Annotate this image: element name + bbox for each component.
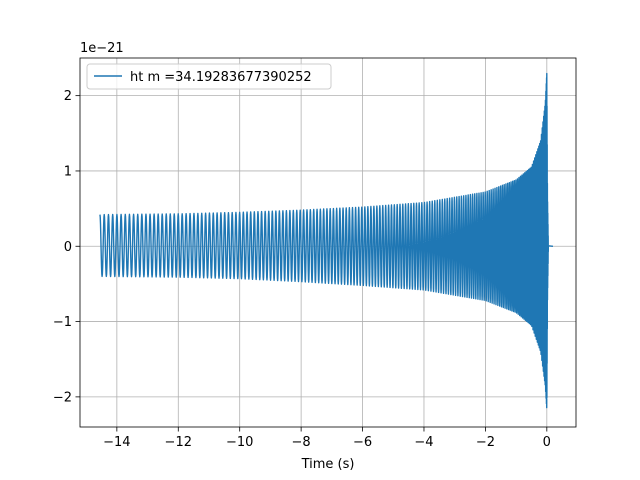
- legend: ht m =34.19283677390252: [86, 63, 332, 90]
- y-tick-label: −1: [53, 315, 72, 330]
- x-axis-title: Time (s): [301, 457, 355, 472]
- y-tick-label: 1: [64, 164, 72, 179]
- x-tick-label: −14: [103, 435, 130, 450]
- x-tick-label: 0: [543, 435, 551, 450]
- axes-frame: [79, 57, 577, 428]
- y-offset-text: 1e−21: [80, 41, 124, 56]
- x-tick-label: −10: [226, 435, 253, 450]
- x-tick-label: −2: [476, 435, 495, 450]
- series-line: [99, 72, 554, 409]
- y-tick-label: −2: [53, 390, 72, 405]
- x-tick-label: −6: [353, 435, 372, 450]
- y-tick-label: 2: [64, 89, 72, 104]
- legend-label: ht m =34.19283677390252: [130, 70, 312, 85]
- series-layer: [99, 72, 554, 409]
- legend-box: [86, 63, 332, 90]
- x-tick-label: −12: [165, 435, 192, 450]
- x-tick-label: −8: [292, 435, 311, 450]
- y-tick-label: 0: [64, 240, 72, 255]
- x-tick-label: −4: [414, 435, 433, 450]
